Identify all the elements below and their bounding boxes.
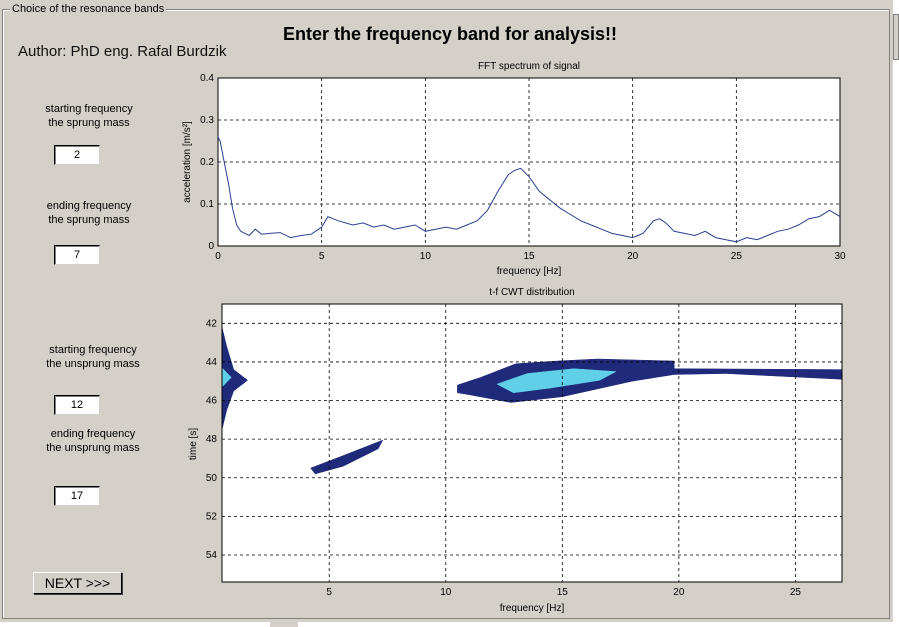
cwt-ytick-label: 48: [206, 434, 218, 445]
main-panel-frame: [2, 9, 890, 619]
fft-x-ticks: 0 5 10 15 20 25 30: [215, 251, 846, 262]
fft-xtick-label: 25: [731, 251, 743, 262]
fft-xtick-label: 20: [627, 251, 639, 262]
cwt-plot-border: [221, 303, 843, 583]
cwt-ytick-label: 44: [206, 357, 218, 368]
window-bottom-tab: [270, 622, 298, 627]
unsprung-end-input[interactable]: [54, 486, 100, 506]
cwt-ytick-label: 42: [206, 318, 218, 329]
window-right-edge: [893, 0, 899, 627]
cwt-xtick-label: 5: [326, 587, 332, 598]
cwt-region-main-band-core: [496, 368, 617, 394]
sprung-end-input[interactable]: [54, 245, 100, 265]
fft-ytick-label: 0.2: [200, 157, 214, 168]
cwt-xtick-label: 10: [440, 587, 452, 598]
page-title: Enter the frequency band for analysis!!: [282, 24, 618, 44]
window-title: Choice of the resonance bands: [10, 3, 167, 16]
cwt-ytick-label: 52: [206, 511, 218, 522]
fft-series-line: [217, 136, 841, 243]
cwt-xlabel: frequency [Hz]: [500, 603, 565, 614]
fft-xtick-label: 5: [319, 251, 325, 262]
cwt-title: t-f CWT distribution: [489, 287, 574, 298]
fft-xtick-label: 15: [523, 251, 535, 262]
next-button[interactable]: NEXT >>>: [33, 572, 122, 594]
cwt-plot-area: [222, 304, 842, 582]
cwt-y-ticks: 42 44 46 48 50 52 54: [206, 318, 218, 561]
cwt-xtick-label: 20: [673, 587, 685, 598]
fft-chart: 0 5 10 15 20 25 30 0 0.1 0.2 0.3 0.4 FFT spectrum …: [182, 61, 846, 277]
fft-y-ticks: 0 0.1 0.2 0.3 0.4: [200, 73, 214, 252]
cwt-xtick-label: 25: [790, 587, 802, 598]
cwt-x-ticks: 5 10 15 20 25: [326, 587, 801, 598]
fft-ytick-label: 0: [208, 241, 214, 252]
cwt-regions: [221, 327, 843, 475]
cwt-xtick-label: 15: [557, 587, 569, 598]
cwt-ylabel: time [s]: [188, 428, 199, 460]
cwt-region-left-edge-band: [221, 327, 249, 430]
cwt-ytick-label: 50: [206, 473, 218, 484]
unsprung-start-label: starting frequency the unsprung mass: [46, 344, 140, 370]
unsprung-start-input[interactable]: [54, 395, 100, 415]
sprung-start-label: starting frequency the sprung mass: [45, 103, 133, 129]
cwt-chart: 5 10 15 20 25 42 44 46 48 50 52 54 t-f CWT distrib…: [188, 287, 843, 614]
fft-xtick-label: 30: [834, 251, 846, 262]
sprung-start-input[interactable]: [54, 145, 100, 165]
fft-xlabel: frequency [Hz]: [497, 266, 562, 277]
fft-ytick-label: 0.1: [200, 199, 214, 210]
cwt-grid: [222, 304, 842, 582]
fft-ytick-label: 0.4: [200, 73, 214, 84]
author-label: Author: PhD eng. Rafal Burdzik: [18, 43, 227, 60]
fft-xtick-label: 0: [215, 251, 221, 262]
fft-ylabel: acceleration [m/s²]: [182, 121, 193, 203]
fft-xtick-label: 10: [420, 251, 432, 262]
sprung-end-label: ending frequency the sprung mass: [46, 200, 132, 226]
fft-ytick-label: 0.3: [200, 115, 214, 126]
cwt-ytick-label: 54: [206, 550, 218, 561]
cwt-region-low-band: [310, 439, 384, 475]
cwt-ytick-label: 46: [206, 396, 218, 407]
fft-title: FFT spectrum of signal: [478, 61, 580, 72]
unsprung-end-label: ending frequency the unsprung mass: [46, 428, 140, 454]
fft-grid: [218, 78, 840, 246]
